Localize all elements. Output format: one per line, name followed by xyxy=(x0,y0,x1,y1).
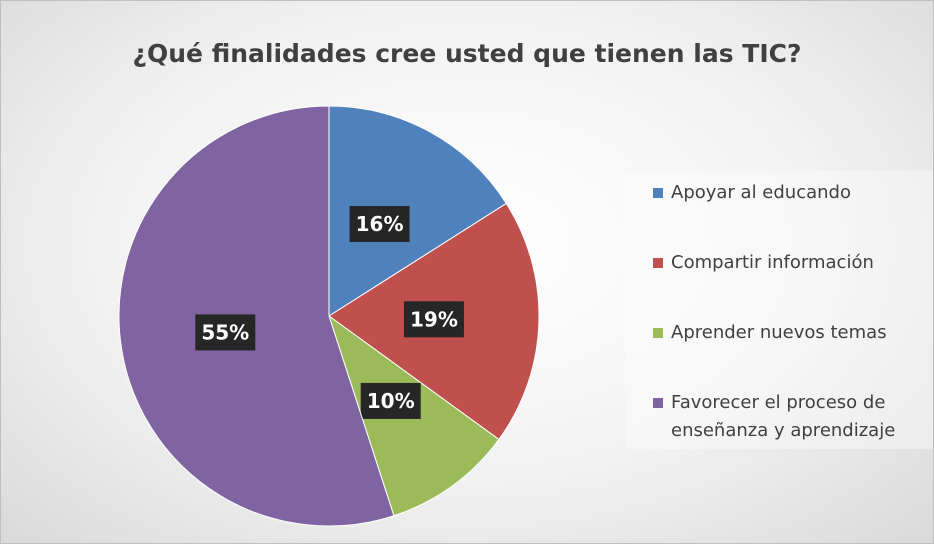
legend-label: Aprender nuevos temas xyxy=(671,322,887,343)
legend-item: Apoyar al educando xyxy=(653,179,934,207)
legend-item: Favorecer el proceso de enseñanza y apre… xyxy=(653,389,934,445)
pie-slice xyxy=(118,105,395,527)
value-label-box xyxy=(195,314,256,351)
value-label: 55% xyxy=(201,320,249,344)
legend-swatch xyxy=(653,398,663,408)
value-label-box xyxy=(403,301,464,338)
legend: Apoyar al educando Compartir información A… xyxy=(625,171,933,449)
legend-item: Aprender nuevos temas xyxy=(653,319,934,347)
legend-swatch xyxy=(653,188,663,198)
legend-swatch xyxy=(653,328,663,338)
legend-label: Apoyar al educando xyxy=(671,182,851,203)
legend-swatch xyxy=(653,258,663,268)
legend-item: Compartir información xyxy=(653,249,934,277)
legend-label: Favorecer el proceso de enseñanza y apre… xyxy=(671,392,896,441)
legend-label: Compartir información xyxy=(671,252,874,273)
value-label: 16% xyxy=(356,212,404,236)
value-label-box xyxy=(349,205,410,242)
chart-title: ¿Qué finalidades cree usted que tienen l… xyxy=(132,39,802,68)
pie-slice xyxy=(328,105,507,317)
value-label: 10% xyxy=(367,389,415,413)
value-label: 19% xyxy=(410,307,458,331)
value-label-box xyxy=(360,382,421,419)
